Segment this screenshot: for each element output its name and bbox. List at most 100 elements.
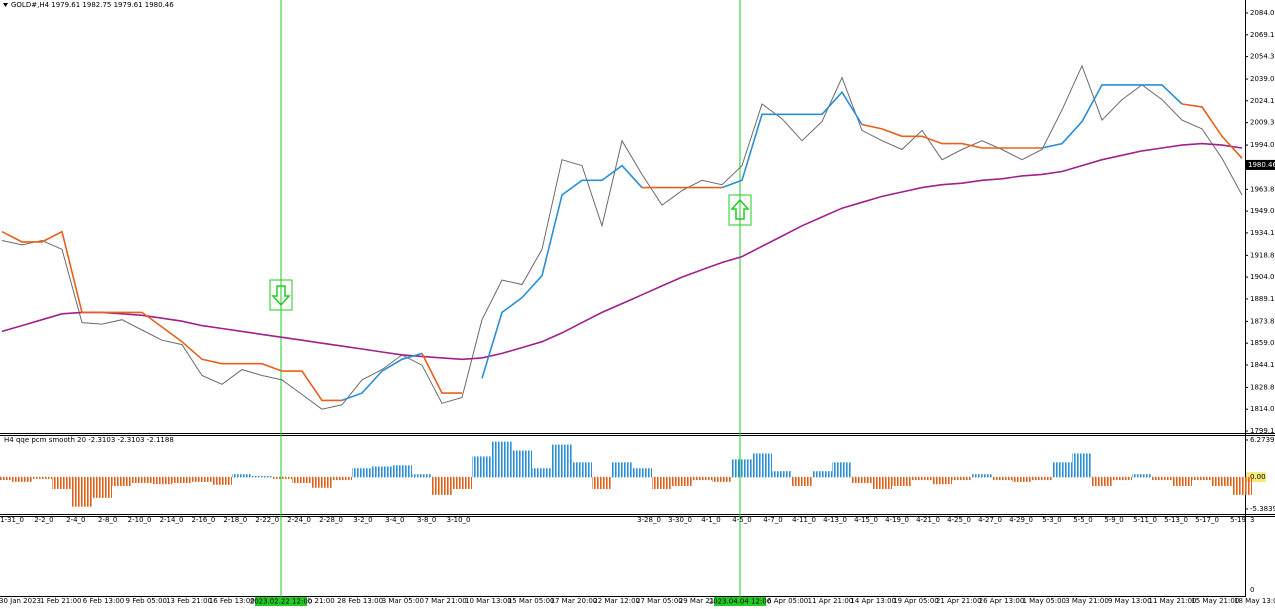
- series-line: [1, 142, 1243, 361]
- time-label: 1 Feb 21:00: [40, 597, 81, 605]
- zero-box: [1246, 472, 1266, 483]
- time-label: Feb 21:00: [300, 597, 335, 605]
- histogram-bar: [772, 471, 792, 478]
- y-tick-label: 1799.15: [1250, 427, 1275, 435]
- histogram-bar: [792, 477, 812, 487]
- date-label: 3-10_0: [447, 516, 471, 524]
- histogram-bar: [1192, 477, 1212, 481]
- y-tick-label: 2024.15: [1250, 97, 1275, 105]
- time-label: 22 Mar 12:00: [593, 597, 640, 605]
- time-label: 9 Feb 05:00: [126, 597, 167, 605]
- date-label: 5-5_0: [1073, 516, 1092, 524]
- histogram-bar: [272, 477, 292, 479]
- date-label: 2-10_0: [128, 516, 152, 524]
- histogram-bar: [852, 477, 872, 484]
- histogram-bar: [132, 477, 152, 484]
- time-label: 7 Mar 21:00: [424, 597, 466, 605]
- histogram-bar: [232, 474, 252, 478]
- date-label: 2-8_0: [98, 516, 117, 524]
- y-tick-label: 1828.85: [1250, 383, 1275, 391]
- time-label: 19 Apr 05:00: [893, 597, 939, 605]
- histogram-bar: [32, 477, 52, 479]
- histogram-bar: [1152, 477, 1172, 481]
- signal-box: [728, 194, 752, 226]
- histogram-bar: [632, 468, 652, 478]
- date-label: 2-24_0: [287, 516, 311, 524]
- y-tick-label: 1949.00: [1250, 207, 1275, 215]
- date-label: 4-29_0: [1009, 516, 1033, 524]
- time-label: 11 Apr 21:00: [808, 597, 854, 605]
- time-label: 9 May 13:00: [1108, 597, 1152, 605]
- histogram-bar: [572, 462, 592, 478]
- y-tick-label: 1873.85: [1250, 317, 1275, 325]
- date-label: 2-18_0: [223, 516, 247, 524]
- histogram-bar: [352, 468, 372, 478]
- histogram-bar: [1052, 462, 1072, 478]
- y-tick-label: 2009.30: [1250, 119, 1275, 127]
- date-label: 4-19_0: [885, 516, 909, 524]
- histogram-bar: [312, 477, 332, 488]
- histogram-bar: [292, 477, 312, 484]
- histogram-bar: [1012, 477, 1032, 482]
- time-label: 11 May 21:00: [1149, 597, 1197, 605]
- histogram-bar: [392, 465, 412, 478]
- date-label: 4-25_0: [947, 516, 971, 524]
- time-label: 6 Feb 13:00: [83, 597, 124, 605]
- histogram-bar: [992, 477, 1012, 481]
- date-label: 5-13_0: [1164, 516, 1188, 524]
- y-tick-label: 2054.30: [1250, 53, 1275, 61]
- y-tick-label: 0.00: [1250, 473, 1266, 481]
- histogram-bar: [1032, 477, 1052, 481]
- histogram-bar: [912, 477, 932, 481]
- time-label: 30 Jan 2023: [0, 597, 41, 605]
- histogram-bar: [712, 477, 732, 482]
- histogram-bar: [492, 441, 512, 478]
- series-line: [1, 64, 1243, 410]
- time-label: 27 Mar 05:00: [636, 597, 683, 605]
- cursor-label: 2023.04.04 12:00: [709, 598, 771, 606]
- histogram-bar: [52, 477, 72, 489]
- histogram-bar: [1212, 477, 1232, 487]
- histogram-bar: [0, 477, 12, 481]
- y-tick-label: 1859.00: [1250, 339, 1275, 347]
- date-label: 3-2_0: [353, 516, 372, 524]
- y-tick-label: 0: [1250, 586, 1254, 594]
- histogram-bar: [1172, 477, 1192, 487]
- current-price-label: 1980.46: [1248, 161, 1275, 169]
- date-label: 5-9_0: [1104, 516, 1123, 524]
- chart-header: GOLD#,H4 1979.61 1982.75 1979.61 1980.46: [11, 1, 174, 9]
- header-icon: [3, 3, 8, 7]
- date-label: 2-22_0: [255, 516, 279, 524]
- time-label: 3 May 21:00: [1065, 597, 1109, 605]
- current-price-box: [1246, 159, 1275, 170]
- time-label: 29 Mar 21:00: [679, 597, 726, 605]
- date-label: 5-17_0: [1195, 516, 1219, 524]
- date-label: 3-8_0: [417, 516, 436, 524]
- date-label: 5-3_0: [1042, 516, 1061, 524]
- histogram-bar: [832, 462, 852, 478]
- y-tick-label: 1934.15: [1250, 229, 1275, 237]
- histogram-bar: [152, 477, 172, 485]
- histogram-bar: [672, 477, 692, 487]
- time-label: 6 Apr 05:00: [767, 597, 808, 605]
- histogram-bar: [372, 466, 392, 478]
- histogram-bar: [72, 477, 92, 507]
- histogram-bar: [1132, 474, 1152, 478]
- histogram-bar: [192, 477, 212, 482]
- histogram-bar: [1112, 477, 1132, 481]
- date-label: 4-1_0: [701, 516, 720, 524]
- date-label: 4-11_0: [792, 516, 816, 524]
- date-label: 3-4_0: [385, 516, 404, 524]
- date-label: 5-19: [1230, 516, 1246, 524]
- histogram-bar: [872, 477, 892, 489]
- histogram-bar: [472, 456, 492, 478]
- histogram-bar: [1232, 477, 1252, 495]
- y-tick-label: 1904.00: [1250, 273, 1275, 281]
- time-label: 14 Apr 13:00: [850, 597, 896, 605]
- histogram-bar: [592, 477, 612, 489]
- histogram-bar: [692, 477, 712, 481]
- series-line: [1, 103, 1243, 402]
- y-tick-label: -5.3839: [1250, 505, 1275, 513]
- histogram-bar: [972, 474, 992, 478]
